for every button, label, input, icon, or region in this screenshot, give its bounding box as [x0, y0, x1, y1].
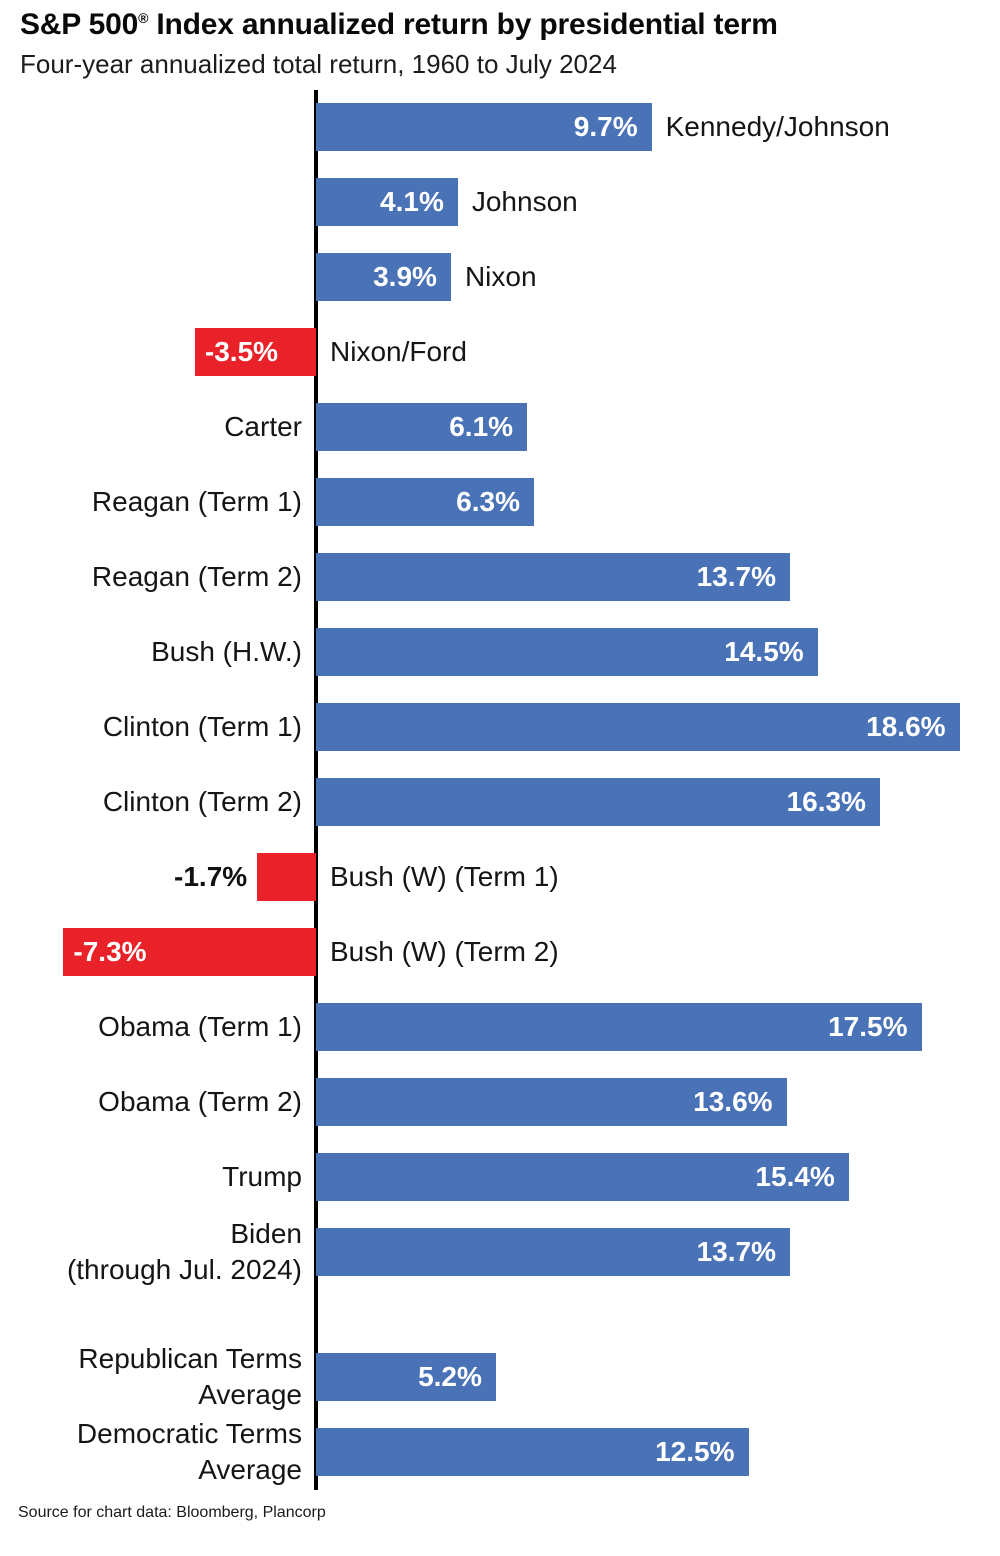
chart-footer: Source for chart data: Bloomberg, Planco… — [18, 1504, 1000, 1522]
category-label-text: Nixon — [464, 261, 537, 293]
bar: 6.3% — [316, 478, 534, 526]
category-label-text: Obama (Term 1) — [98, 1011, 302, 1043]
chart-title-text: Index annualized return by presidential … — [148, 8, 778, 41]
chart-row: 9.7% Kennedy/Johnson — [0, 90, 1000, 165]
chart-row: 14.5% Bush (H.W.) — [0, 615, 1000, 690]
category-label-text: Bush (W) (Term 1) — [330, 861, 559, 893]
chart-row: -3.5% Nixon/Ford — [0, 315, 1000, 390]
chart-row: Bush (W) (Term 1) -1.7% — [0, 840, 1000, 915]
bar: -7.3% — [63, 928, 316, 976]
category-label: Bush (W) (Term 1) — [330, 853, 559, 901]
bar: 16.3% — [316, 778, 880, 826]
category-label-text: Reagan (Term 1) — [91, 486, 302, 518]
category-label-text: Biden (through Jul. 2024) — [66, 1218, 302, 1285]
category-label: Clinton (Term 1) — [103, 703, 302, 751]
category-label: Bush (W) (Term 2) — [330, 928, 559, 976]
bar — [257, 853, 316, 901]
category-label: Reagan (Term 2) — [92, 553, 302, 601]
value-label: 4.1% — [380, 186, 444, 217]
value-label: 3.9% — [373, 261, 437, 292]
category-label-text: Kennedy/Johnson — [665, 111, 890, 143]
registered-trademark-symbol: ® — [138, 10, 149, 26]
bar: 13.7% — [316, 1228, 791, 1276]
chart-row: 5.2% Republican Terms Average — [0, 1340, 1000, 1415]
category-label-text: Nixon/Ford — [330, 336, 467, 368]
bar: 5.2% — [316, 1353, 496, 1401]
bar: 12.5% — [316, 1428, 749, 1476]
bar: -3.5% — [194, 328, 316, 376]
bar: 17.5% — [316, 1003, 922, 1051]
bar: 13.6% — [316, 1078, 787, 1126]
category-label: Nixon — [465, 253, 537, 301]
source-note: Source for chart data: Bloomberg, Planco… — [18, 1504, 326, 1521]
category-label: Obama (Term 1) — [98, 1003, 302, 1051]
category-label-text: Johnson — [471, 186, 578, 218]
bar: 18.6% — [316, 703, 960, 751]
chart-title: S&P 500® Index annualized return by pres… — [20, 8, 990, 43]
value-label: 6.3% — [456, 486, 520, 517]
bar: 14.5% — [316, 628, 818, 676]
category-label: Johnson — [472, 178, 578, 226]
category-label: Reagan (Term 1) — [92, 478, 302, 526]
chart-row: 16.3% Clinton (Term 2) — [0, 765, 1000, 840]
chart-row: 17.5% Obama (Term 1) — [0, 990, 1000, 1065]
value-label: -7.3% — [73, 936, 147, 967]
value-label: 9.7% — [573, 111, 638, 142]
category-label-text: Trump — [222, 1161, 302, 1193]
chart-row: 13.7% Biden (through Jul. 2024) — [0, 1215, 1000, 1290]
category-label-text: Clinton (Term 1) — [102, 711, 302, 743]
category-label-text: Carter — [224, 411, 302, 443]
chart-subtitle: Four-year annualized total return, 1960 … — [20, 48, 617, 79]
category-label: Biden (through Jul. 2024) — [67, 1218, 302, 1285]
category-label: Republican Terms Average — [78, 1343, 302, 1410]
category-label-text: Democratic Terms Average — [76, 1418, 302, 1485]
category-label: Clinton (Term 2) — [103, 778, 302, 826]
value-label: 6.1% — [449, 411, 514, 442]
chart-row: 3.9% Nixon — [0, 240, 1000, 315]
chart-row: -7.3% Bush (W) (Term 2) — [0, 915, 1000, 990]
value-label: 13.6% — [693, 1086, 773, 1117]
value-label: 5.2% — [418, 1361, 482, 1392]
chart-row: 13.7% Reagan (Term 2) — [0, 540, 1000, 615]
bar: 6.1% — [316, 403, 528, 451]
value-label: 18.6% — [866, 711, 946, 742]
category-label-text: Reagan (Term 2) — [91, 561, 302, 593]
category-label: Nixon/Ford — [330, 328, 467, 376]
value-label: 16.3% — [786, 786, 866, 817]
category-label: Trump — [222, 1153, 302, 1201]
chart-row: 4.1% Johnson — [0, 165, 1000, 240]
value-label: 14.5% — [724, 636, 804, 667]
value-label: -3.5% — [204, 336, 279, 367]
value-label: -1.7% — [174, 861, 248, 892]
bar: 4.1% — [316, 178, 458, 226]
bar: 15.4% — [316, 1153, 849, 1201]
value-label: 13.7% — [696, 1236, 777, 1267]
chart-row: 6.1% Carter — [0, 390, 1000, 465]
category-label: Obama (Term 2) — [98, 1078, 302, 1126]
chart-row: 6.3% Reagan (Term 1) — [0, 465, 1000, 540]
bar: 3.9% — [316, 253, 451, 301]
bar-chart: 9.7% Kennedy/Johnson 4.1% Johnson 3.9% N… — [0, 90, 1000, 1490]
value-label: 13.7% — [696, 561, 777, 592]
chart-title-brand: S&P 500 — [20, 8, 139, 41]
chart-header: S&P 500® Index annualized return by pres… — [0, 0, 1000, 90]
chart-row: 12.5% Democratic Terms Average — [0, 1415, 1000, 1490]
bar: 9.7% — [316, 103, 652, 151]
bar: 13.7% — [316, 553, 791, 601]
category-label-text: Bush (W) (Term 2) — [330, 936, 559, 968]
category-label: Democratic Terms Average — [77, 1418, 302, 1485]
value-label: 12.5% — [655, 1436, 735, 1467]
category-label: Carter — [224, 403, 302, 451]
category-label-text: Clinton (Term 2) — [102, 786, 302, 818]
category-label: Kennedy/Johnson — [666, 103, 890, 151]
category-label-text: Obama (Term 2) — [98, 1086, 302, 1118]
category-label: Bush (H.W.) — [151, 628, 302, 676]
value-label: 15.4% — [755, 1161, 835, 1192]
chart-row: 15.4% Trump — [0, 1140, 1000, 1215]
value-label: 17.5% — [828, 1011, 908, 1042]
category-label-text: Bush (H.W.) — [151, 636, 302, 668]
chart-row: 18.6% Clinton (Term 1) — [0, 690, 1000, 765]
chart-row: 13.6% Obama (Term 2) — [0, 1065, 1000, 1140]
category-label-text: Republican Terms Average — [78, 1343, 302, 1410]
